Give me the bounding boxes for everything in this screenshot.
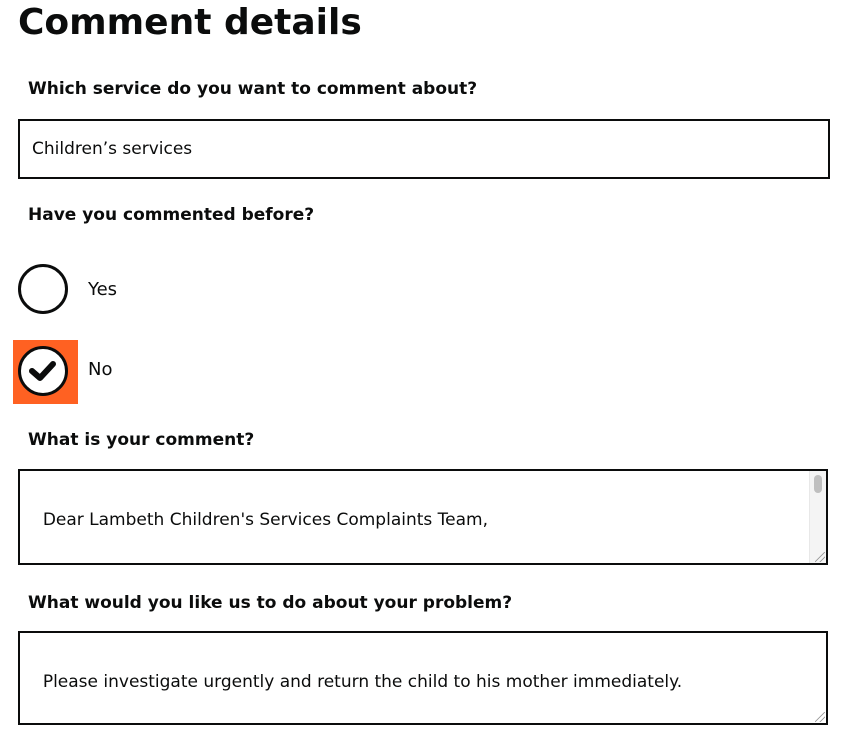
scrollbar-thumb[interactable] bbox=[814, 475, 822, 493]
checkmark-icon bbox=[29, 361, 56, 381]
resize-handle-icon[interactable] bbox=[815, 552, 825, 562]
resolution-label: What would you like us to do about your … bbox=[28, 593, 513, 613]
page-title: Comment details bbox=[18, 2, 362, 43]
radio-yes-label[interactable]: Yes bbox=[88, 279, 118, 300]
comment-textarea[interactable]: Dear Lambeth Children's Services Complai… bbox=[18, 469, 828, 565]
resolution-text: Please investigate urgently and return t… bbox=[42, 672, 683, 692]
radio-no[interactable] bbox=[18, 346, 68, 396]
service-input[interactable]: Children’s services bbox=[18, 119, 830, 179]
resize-handle-icon[interactable] bbox=[815, 712, 825, 722]
service-label: Which service do you want to comment abo… bbox=[28, 79, 478, 99]
commented-before-label: Have you commented before? bbox=[28, 205, 315, 225]
comment-label: What is your comment? bbox=[28, 430, 255, 450]
resolution-textarea[interactable]: Please investigate urgently and return t… bbox=[18, 631, 828, 725]
radio-no-label[interactable]: No bbox=[88, 359, 113, 380]
radio-yes[interactable] bbox=[18, 264, 68, 314]
comment-text: Dear Lambeth Children's Services Complai… bbox=[42, 510, 488, 530]
comment-scrollbar[interactable] bbox=[809, 471, 826, 563]
